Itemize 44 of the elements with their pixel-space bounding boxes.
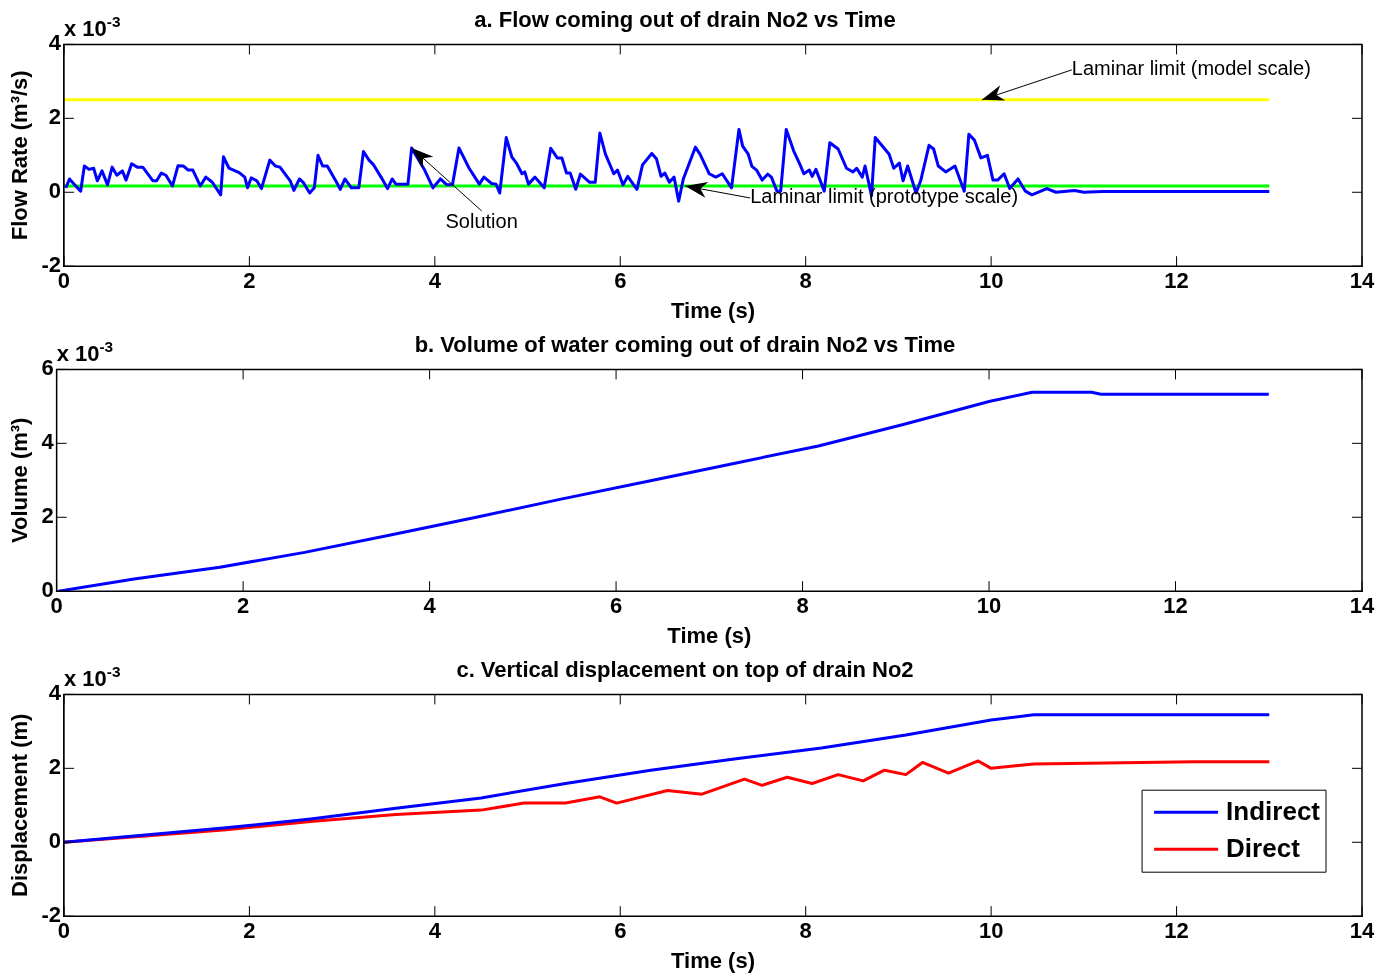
x-tick-label: 2 [236, 593, 250, 619]
x-tick-label: 14 [1349, 918, 1375, 944]
x-tick-label: 14 [1349, 593, 1375, 619]
chart-title: c. Vertical displacement on top of drain No2 [456, 657, 914, 683]
x-tick-label: 14 [1349, 268, 1375, 294]
annotation: Solution [445, 210, 518, 233]
y-tick-label: 4 [48, 30, 62, 56]
x-tick-label: 12 [1164, 918, 1189, 944]
y-tick-label: 0 [48, 178, 61, 204]
x-tick-label: 8 [799, 918, 812, 944]
legend-label: Indirect [1226, 796, 1321, 827]
y-tick-label: 4 [41, 429, 55, 455]
x-tick-label: 6 [614, 918, 627, 944]
x-axis-title: Time (s) [671, 947, 755, 973]
annotation: Laminar limit (model scale) [1071, 57, 1311, 80]
x-tick-label: 6 [609, 593, 623, 619]
legend-label: Direct [1226, 833, 1301, 864]
y-axis-title: Displacement (m) [7, 713, 33, 897]
x-tick-label: 2 [243, 268, 256, 294]
y-tick-label: 2 [41, 503, 54, 529]
x-tick-label: 2 [243, 918, 256, 944]
y-tick-label: 0 [48, 828, 61, 854]
x-tick-label: 12 [1163, 593, 1188, 619]
x-tick-label: 10 [978, 918, 1004, 944]
y-tick-label: 6 [41, 355, 54, 381]
x-axis-title: Time (s) [667, 622, 752, 648]
y-tick-label: 2 [48, 104, 61, 130]
x-tick-label: 4 [423, 593, 437, 619]
x-tick-label: 10 [976, 593, 1002, 619]
x-tick-label: 8 [796, 593, 809, 619]
x-tick-label: 8 [799, 268, 812, 294]
annotation: Laminar limit (prototype scale) [750, 185, 1019, 208]
y-axis-title: Volume (m³) [7, 417, 33, 544]
x-tick-label: 4 [428, 918, 442, 944]
y-tick-label: 4 [48, 680, 62, 706]
x-tick-label: 6 [614, 268, 627, 294]
y-axis-title: Flow Rate (m³/s) [7, 70, 33, 241]
x-tick-label: 12 [1164, 268, 1189, 294]
x-tick-label: 4 [428, 268, 442, 294]
chart-title: a. Flow coming out of drain No2 vs Time [474, 7, 896, 33]
chart-title: b. Volume of water coming out of drain No2 vs Time [414, 332, 956, 358]
x-axis-title: Time (s) [671, 297, 755, 323]
y-tick-label: 2 [48, 754, 61, 780]
x-tick-label: 10 [978, 268, 1004, 294]
